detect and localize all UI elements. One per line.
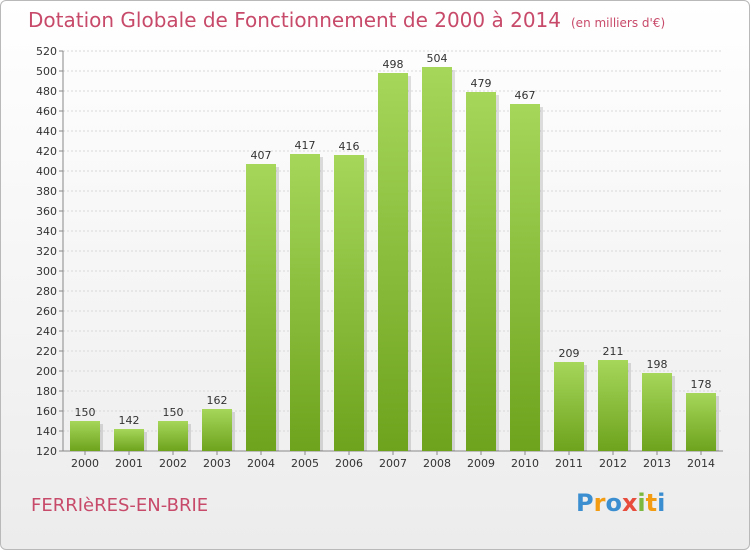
- x-tick-label: 2009: [467, 457, 495, 470]
- chart-title: Dotation Globale de Fonctionnement de 20…: [28, 8, 665, 32]
- x-tick-label: 2012: [599, 457, 627, 470]
- bar: [114, 429, 144, 451]
- y-tick-label: 200: [36, 365, 57, 378]
- bar: [510, 104, 540, 451]
- data-label: 162: [207, 394, 228, 407]
- y-tick-label: 440: [36, 125, 57, 138]
- logo-letter: P: [576, 489, 594, 517]
- y-tick-label: 240: [36, 325, 57, 338]
- x-tick-label: 2004: [247, 457, 275, 470]
- logo-letter: i: [637, 489, 646, 517]
- chart-title-text: Dotation Globale de Fonctionnement de 20…: [28, 8, 561, 32]
- x-tick-label: 2007: [379, 457, 407, 470]
- bar: [554, 362, 584, 451]
- data-label: 417: [295, 139, 316, 152]
- logo-letter: o: [605, 489, 622, 517]
- y-tick-label: 180: [36, 385, 57, 398]
- data-label: 150: [75, 406, 96, 419]
- y-tick-label: 480: [36, 85, 57, 98]
- y-tick-label: 220: [36, 345, 57, 358]
- data-label: 142: [119, 414, 140, 427]
- labels: 120 140 160 180 200 220 240 260 280 300 320 340 360 3…: [36, 45, 715, 470]
- x-tick-label: 2003: [203, 457, 231, 470]
- data-label: 198: [647, 358, 668, 371]
- bar: [158, 421, 188, 451]
- data-label: 416: [339, 140, 360, 153]
- bar: [334, 155, 364, 451]
- x-tick-label: 2008: [423, 457, 451, 470]
- x-tick-label: 2006: [335, 457, 363, 470]
- y-tick-label: 420: [36, 145, 57, 158]
- x-tick-label: 2010: [511, 457, 539, 470]
- bar: [378, 73, 408, 451]
- bars: [70, 67, 719, 451]
- y-tick-label: 400: [36, 165, 57, 178]
- bar: [290, 154, 320, 451]
- y-tick-label: 360: [36, 205, 57, 218]
- y-tick-label: 320: [36, 245, 57, 258]
- y-tick-label: 460: [36, 105, 57, 118]
- y-tick-label: 500: [36, 65, 57, 78]
- bar: [642, 373, 672, 451]
- bar: [686, 393, 716, 451]
- logo-letter: r: [593, 489, 606, 517]
- x-tick-label: 2011: [555, 457, 583, 470]
- data-label: 407: [251, 149, 272, 162]
- data-label: 504: [427, 52, 448, 65]
- y-tick-label: 260: [36, 305, 57, 318]
- commune-name: FERRIèRES-EN-BRIE: [31, 495, 209, 516]
- y-tick-label: 340: [36, 225, 57, 238]
- data-label: 150: [163, 406, 184, 419]
- x-tick-label: 2001: [115, 457, 143, 470]
- data-label: 498: [383, 58, 404, 71]
- x-tick-label: 2000: [71, 457, 99, 470]
- data-label: 479: [471, 77, 492, 90]
- logo-letter: t: [645, 489, 658, 517]
- y-tick-label: 160: [36, 405, 57, 418]
- y-tick-label: 280: [36, 285, 57, 298]
- data-label: 209: [559, 347, 580, 360]
- data-label: 211: [603, 345, 624, 358]
- y-tick-label: 380: [36, 185, 57, 198]
- y-tick-label: 300: [36, 265, 57, 278]
- data-label: 467: [515, 89, 536, 102]
- bar: [202, 409, 232, 451]
- y-tick-label: 140: [36, 425, 57, 438]
- bar: [70, 421, 100, 451]
- x-tick-label: 2002: [159, 457, 187, 470]
- bar: [466, 92, 496, 451]
- x-tick-label: 2014: [687, 457, 715, 470]
- bar: [246, 164, 276, 451]
- bar: [598, 360, 628, 451]
- chart-unit-label: (en milliers d'€): [571, 16, 666, 30]
- y-tick-label: 120: [36, 445, 57, 458]
- data-label: 178: [691, 378, 712, 391]
- logo-letter: i: [657, 489, 666, 517]
- x-tick-label: 2013: [643, 457, 671, 470]
- proxiti-logo: Proxiti: [576, 489, 665, 517]
- logo-letter: x: [621, 489, 638, 517]
- y-tick-label: 520: [36, 45, 57, 58]
- bar: [422, 67, 452, 451]
- x-tick-label: 2005: [291, 457, 319, 470]
